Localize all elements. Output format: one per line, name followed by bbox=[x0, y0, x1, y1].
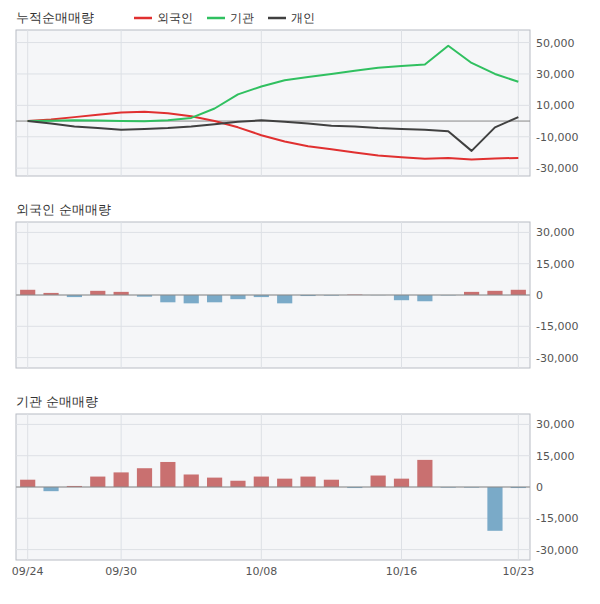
y-tick-label: 0 bbox=[536, 289, 543, 302]
bar bbox=[230, 481, 245, 487]
bar bbox=[511, 290, 526, 295]
bar bbox=[277, 479, 292, 487]
x-grid-line bbox=[261, 30, 262, 176]
bar bbox=[300, 477, 315, 487]
bar bbox=[371, 476, 386, 487]
bar bbox=[487, 487, 502, 531]
bar bbox=[207, 478, 222, 487]
y-tick-label: -30,000 bbox=[536, 162, 578, 175]
legend-swatch bbox=[134, 17, 152, 20]
y-grid-line bbox=[16, 105, 530, 106]
legend-label: 기관 bbox=[230, 11, 254, 25]
y-grid-line bbox=[16, 42, 530, 43]
y-grid-line bbox=[16, 295, 530, 296]
y-tick-label: -30,000 bbox=[536, 544, 578, 557]
plot-area bbox=[16, 222, 530, 368]
bar bbox=[43, 487, 58, 491]
bar bbox=[114, 472, 129, 487]
plot-area bbox=[16, 30, 530, 176]
bar bbox=[277, 295, 292, 303]
bar bbox=[417, 295, 432, 301]
y-tick-label: 30,000 bbox=[536, 226, 575, 239]
y-tick-label: -15,000 bbox=[536, 512, 578, 525]
y-grid-line bbox=[16, 326, 530, 327]
figure: -30,000-10,00010,00030,00050,000누적순매매량외국… bbox=[0, 0, 600, 604]
bar bbox=[207, 295, 222, 302]
x-grid-line bbox=[401, 30, 402, 176]
panel-title: 외국인 순매매량 bbox=[16, 202, 111, 217]
bar bbox=[230, 295, 245, 299]
y-grid-line bbox=[16, 263, 530, 264]
bar bbox=[20, 290, 35, 295]
series-line bbox=[28, 117, 519, 151]
bar bbox=[137, 468, 152, 487]
bar bbox=[90, 291, 105, 295]
marks bbox=[16, 290, 530, 304]
y-grid-line bbox=[16, 357, 530, 358]
bar bbox=[90, 477, 105, 487]
bar bbox=[487, 291, 502, 295]
legend-swatch bbox=[268, 17, 286, 20]
x-grid-line bbox=[121, 30, 122, 176]
y-tick-label: -15,000 bbox=[536, 320, 578, 333]
y-grid-line bbox=[16, 168, 530, 169]
y-tick-label: 30,000 bbox=[536, 68, 575, 81]
zero-line bbox=[16, 487, 530, 488]
panel: -30,000 -10,000 10,000 30,000 50,000 누적순매매량 외국… bbox=[16, 10, 578, 176]
bar bbox=[160, 295, 175, 302]
bar bbox=[160, 462, 175, 487]
series-line bbox=[28, 46, 519, 122]
y-grid-line bbox=[16, 455, 530, 456]
panel-title: 기관 순매매량 bbox=[16, 394, 98, 409]
bar bbox=[20, 480, 35, 487]
bar bbox=[324, 480, 339, 487]
y-tick-label: -10,000 bbox=[536, 131, 578, 144]
x-tick-label: 09/30 bbox=[105, 565, 137, 578]
plot-area bbox=[16, 414, 530, 560]
y-tick-label: 15,000 bbox=[536, 450, 575, 463]
bar bbox=[254, 477, 269, 487]
y-grid-line bbox=[16, 73, 530, 74]
panel: -30,000 -15,000 0 15,000 30,000 09/24 09/30 10/… bbox=[12, 394, 579, 578]
y-tick-label: -30,000 bbox=[536, 352, 578, 365]
bar bbox=[394, 295, 409, 300]
y-grid-line bbox=[16, 424, 530, 425]
y-grid-line bbox=[16, 232, 530, 233]
x-tick-label: 10/08 bbox=[245, 565, 277, 578]
x-grid-line bbox=[518, 30, 519, 176]
bar bbox=[184, 474, 199, 487]
legend-label: 개인 bbox=[291, 11, 315, 25]
y-tick-label: 30,000 bbox=[536, 418, 575, 431]
legend: 외국인 기관 개인 bbox=[134, 11, 315, 25]
series-line bbox=[28, 112, 519, 160]
y-grid-line bbox=[16, 487, 530, 488]
x-tick-label: 10/23 bbox=[502, 565, 534, 578]
x-grid-line bbox=[27, 30, 28, 176]
y-grid-line bbox=[16, 549, 530, 550]
x-tick-label: 10/16 bbox=[386, 565, 418, 578]
y-tick-label: 10,000 bbox=[536, 99, 575, 112]
zero-line bbox=[16, 295, 530, 296]
marks bbox=[16, 460, 530, 531]
marks bbox=[16, 46, 530, 160]
panel: -30,000 -15,000 0 15,000 30,000 외국인 순매매량 bbox=[16, 202, 578, 368]
bar bbox=[394, 479, 409, 487]
legend-label: 외국인 bbox=[157, 11, 193, 25]
legend-swatch bbox=[207, 17, 225, 20]
y-tick-label: 0 bbox=[536, 481, 543, 494]
bar bbox=[184, 295, 199, 303]
y-tick-label: 50,000 bbox=[536, 37, 575, 50]
y-tick-label: 15,000 bbox=[536, 258, 575, 271]
panel-title: 누적순매매량 bbox=[16, 10, 94, 25]
y-grid-line bbox=[16, 518, 530, 519]
bar bbox=[417, 460, 432, 487]
x-tick-label: 09/24 bbox=[12, 565, 44, 578]
